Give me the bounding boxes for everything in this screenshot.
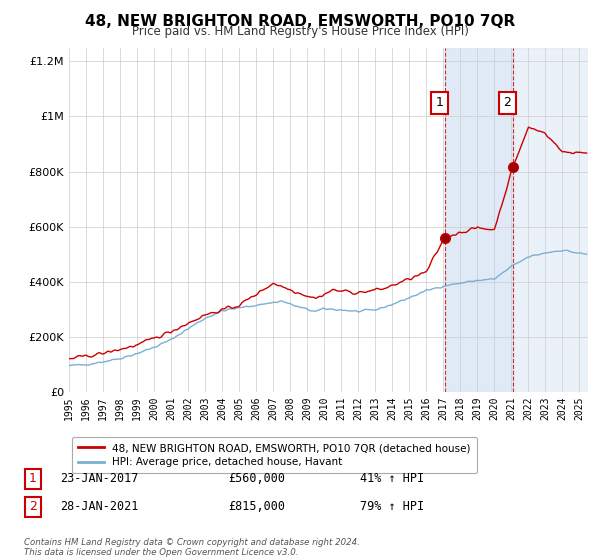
Text: £815,000: £815,000: [228, 500, 285, 514]
Bar: [512, 48, 588, 392]
Text: 23-JAN-2017: 23-JAN-2017: [60, 472, 139, 486]
Text: 1: 1: [436, 96, 443, 109]
Text: 28-JAN-2021: 28-JAN-2021: [60, 500, 139, 514]
Text: 79% ↑ HPI: 79% ↑ HPI: [360, 500, 424, 514]
Text: £560,000: £560,000: [228, 472, 285, 486]
Text: 48, NEW BRIGHTON ROAD, EMSWORTH, PO10 7QR: 48, NEW BRIGHTON ROAD, EMSWORTH, PO10 7Q…: [85, 14, 515, 29]
Legend: 48, NEW BRIGHTON ROAD, EMSWORTH, PO10 7QR (detached house), HPI: Average price, : 48, NEW BRIGHTON ROAD, EMSWORTH, PO10 7Q…: [71, 437, 477, 474]
Text: Price paid vs. HM Land Registry's House Price Index (HPI): Price paid vs. HM Land Registry's House …: [131, 25, 469, 38]
Text: 2: 2: [29, 500, 37, 514]
Text: 41% ↑ HPI: 41% ↑ HPI: [360, 472, 424, 486]
Text: Contains HM Land Registry data © Crown copyright and database right 2024.
This d: Contains HM Land Registry data © Crown c…: [24, 538, 360, 557]
Bar: [445, 48, 512, 392]
Text: 2: 2: [503, 96, 511, 109]
Text: 1: 1: [29, 472, 37, 486]
